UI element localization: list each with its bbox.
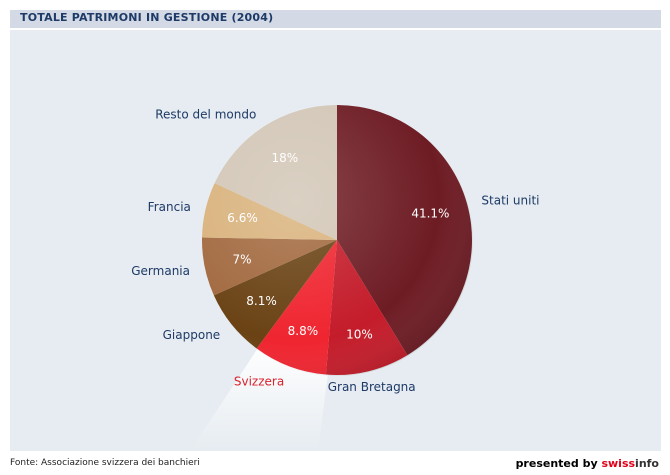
slice-category-label: Stati uniti bbox=[481, 193, 539, 207]
pie-slices bbox=[201, 105, 472, 376]
brand-info: info bbox=[635, 457, 659, 470]
slice-value-label: 18% bbox=[271, 151, 298, 165]
slice-category-label: Resto del mondo bbox=[155, 108, 256, 122]
chart-title: TOTALE PATRIMONI IN GESTIONE (2004) bbox=[20, 11, 274, 24]
slice-value-label: 41.1% bbox=[411, 207, 449, 221]
slice-value-label: 6.6% bbox=[227, 211, 258, 225]
slice-value-label: 8.1% bbox=[246, 294, 277, 308]
slice-category-label: Svizzera bbox=[234, 374, 284, 388]
slice-value-label: 7% bbox=[232, 252, 251, 266]
brand-swiss: swiss bbox=[601, 457, 636, 470]
slice-value-label: 10% bbox=[346, 327, 373, 341]
slice-category-label: Germania bbox=[131, 264, 190, 278]
slice-category-label: Francia bbox=[148, 200, 191, 214]
pie-value-labels: 41.1% 10% 8.8% 8.1% 7% 6.6% 18% bbox=[227, 151, 449, 341]
slice-category-label: Giappone bbox=[163, 328, 221, 342]
header-bar: TOTALE PATRIMONI IN GESTIONE (2004) bbox=[10, 10, 661, 28]
presented-by-text: presented by bbox=[515, 457, 602, 470]
pie-category-labels: Stati uniti Gran Bretagna Svizzera Giappone… bbox=[131, 108, 539, 394]
source-note: Fonte: Associazione svizzera dei banchie… bbox=[10, 458, 200, 468]
brand-credit[interactable]: presented by swissinfo bbox=[516, 457, 659, 470]
slice-category-label: Gran Bretagna bbox=[328, 380, 416, 394]
slice-value-label: 8.8% bbox=[288, 324, 319, 338]
